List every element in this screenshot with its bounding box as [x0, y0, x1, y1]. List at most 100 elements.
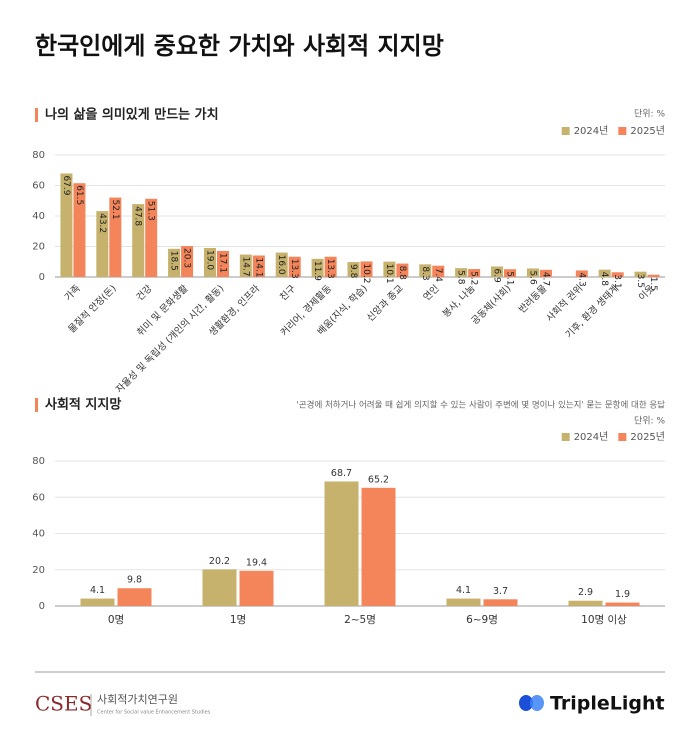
bar — [252, 255, 265, 277]
value-label: 8.8 — [397, 266, 407, 281]
bar — [446, 598, 481, 606]
bar — [96, 211, 109, 277]
bar — [216, 250, 229, 277]
chart-title: 나의 삶을 의미있게 만드는 가치 — [45, 107, 219, 123]
chart-note: '곤경에 처하거나 어려울 때 쉽게 의지할 수 있는 사람이 주변에 몇 명이… — [296, 400, 665, 411]
value-label: 51.3 — [146, 201, 156, 221]
bar — [109, 197, 122, 277]
bar — [568, 600, 603, 606]
bar — [483, 599, 518, 606]
value-label: 14.1 — [253, 257, 263, 277]
x-tick-label: 2~5명 — [344, 614, 376, 626]
legend-swatch — [618, 127, 627, 135]
bar — [634, 271, 647, 277]
legend-swatch — [561, 127, 570, 135]
bar — [432, 265, 445, 277]
value-label: 5.8 — [456, 270, 466, 285]
bar — [132, 204, 145, 277]
value-label: 4.7 — [540, 272, 550, 286]
value-label: 19.4 — [246, 557, 267, 568]
bar — [145, 198, 158, 277]
bar — [202, 569, 237, 606]
bar — [575, 270, 588, 277]
value-label: 18.5 — [169, 251, 179, 271]
bar — [598, 269, 611, 277]
y-tick-label: 40 — [32, 211, 45, 222]
x-tick-label: 연인 — [422, 283, 442, 303]
bar — [60, 173, 73, 277]
bar — [539, 269, 552, 277]
value-label: 3.7 — [493, 586, 508, 597]
value-label: 68.7 — [331, 468, 352, 479]
bar — [647, 274, 660, 277]
bar — [491, 266, 504, 277]
value-label: 6.9 — [492, 268, 502, 283]
value-label: 65.2 — [368, 474, 389, 485]
y-tick-label: 80 — [32, 150, 45, 161]
value-label: 1.9 — [615, 589, 630, 600]
bar — [117, 588, 152, 606]
bar — [504, 269, 517, 277]
bar — [526, 268, 539, 277]
unit-label: 단위: % — [634, 416, 665, 427]
value-label: 17.1 — [217, 253, 227, 273]
value-label: 10.1 — [384, 264, 394, 284]
x-tick-label: 1명 — [230, 614, 246, 626]
value-label: 13.3 — [289, 259, 299, 279]
footer-org: 사회적가치연구원 — [97, 693, 178, 706]
bar — [239, 570, 274, 606]
y-tick-label: 0 — [39, 272, 45, 283]
legend-label: 2024년 — [574, 125, 609, 137]
bar — [611, 272, 624, 277]
bar — [311, 258, 324, 277]
value-label: 52.1 — [110, 200, 120, 220]
value-label: 5.1 — [505, 271, 515, 285]
bar — [605, 602, 640, 606]
y-tick-label: 60 — [32, 492, 45, 503]
x-tick-label: 가족 — [63, 283, 83, 303]
value-label: 4.1 — [90, 585, 105, 596]
value-label: 4.1 — [456, 585, 471, 596]
brand-icon — [519, 695, 533, 711]
chart-title: 사회적 지지망 — [45, 397, 121, 413]
value-label: 43.2 — [97, 213, 107, 233]
bar — [455, 268, 468, 277]
value-label: 10.2 — [361, 263, 371, 283]
value-label: 4.8 — [599, 272, 609, 287]
value-label: 8.3 — [420, 266, 430, 280]
bar — [419, 264, 432, 277]
x-tick-label: 0명 — [108, 614, 124, 626]
value-label: 5.2 — [469, 271, 479, 285]
bar — [324, 481, 359, 606]
value-label: 9.8 — [127, 575, 142, 586]
value-label: 2.9 — [578, 587, 593, 598]
legend-swatch — [618, 433, 627, 441]
value-label: 1.5 — [648, 277, 658, 291]
bar — [80, 598, 115, 606]
bar — [275, 252, 288, 277]
legend-label: 2025년 — [630, 431, 665, 443]
value-label: 3.1 — [612, 274, 622, 288]
page-title: 한국인에게 중요한 가치와 사회적 지지망 — [35, 32, 444, 60]
x-tick-label: 10명 이상 — [581, 614, 627, 626]
value-label: 67.9 — [61, 175, 71, 195]
y-tick-label: 0 — [39, 601, 45, 612]
x-tick-label: 반려동물 — [516, 282, 549, 315]
bar — [203, 248, 216, 277]
value-label: 3.5 — [635, 274, 645, 288]
bar — [73, 183, 86, 277]
value-label: 7.4 — [433, 268, 443, 283]
legend-label: 2024년 — [574, 431, 609, 443]
bar — [324, 256, 337, 277]
x-tick-label: 건강 — [134, 283, 154, 303]
value-label: 20.2 — [209, 556, 230, 567]
bar — [360, 261, 373, 277]
value-label: 4.3 — [576, 272, 586, 286]
bar — [168, 248, 181, 277]
brand-icon — [530, 695, 544, 711]
bar — [181, 246, 194, 277]
bar — [347, 262, 360, 277]
footer-logo: CSES — [35, 692, 92, 716]
value-label: 47.8 — [133, 206, 143, 226]
